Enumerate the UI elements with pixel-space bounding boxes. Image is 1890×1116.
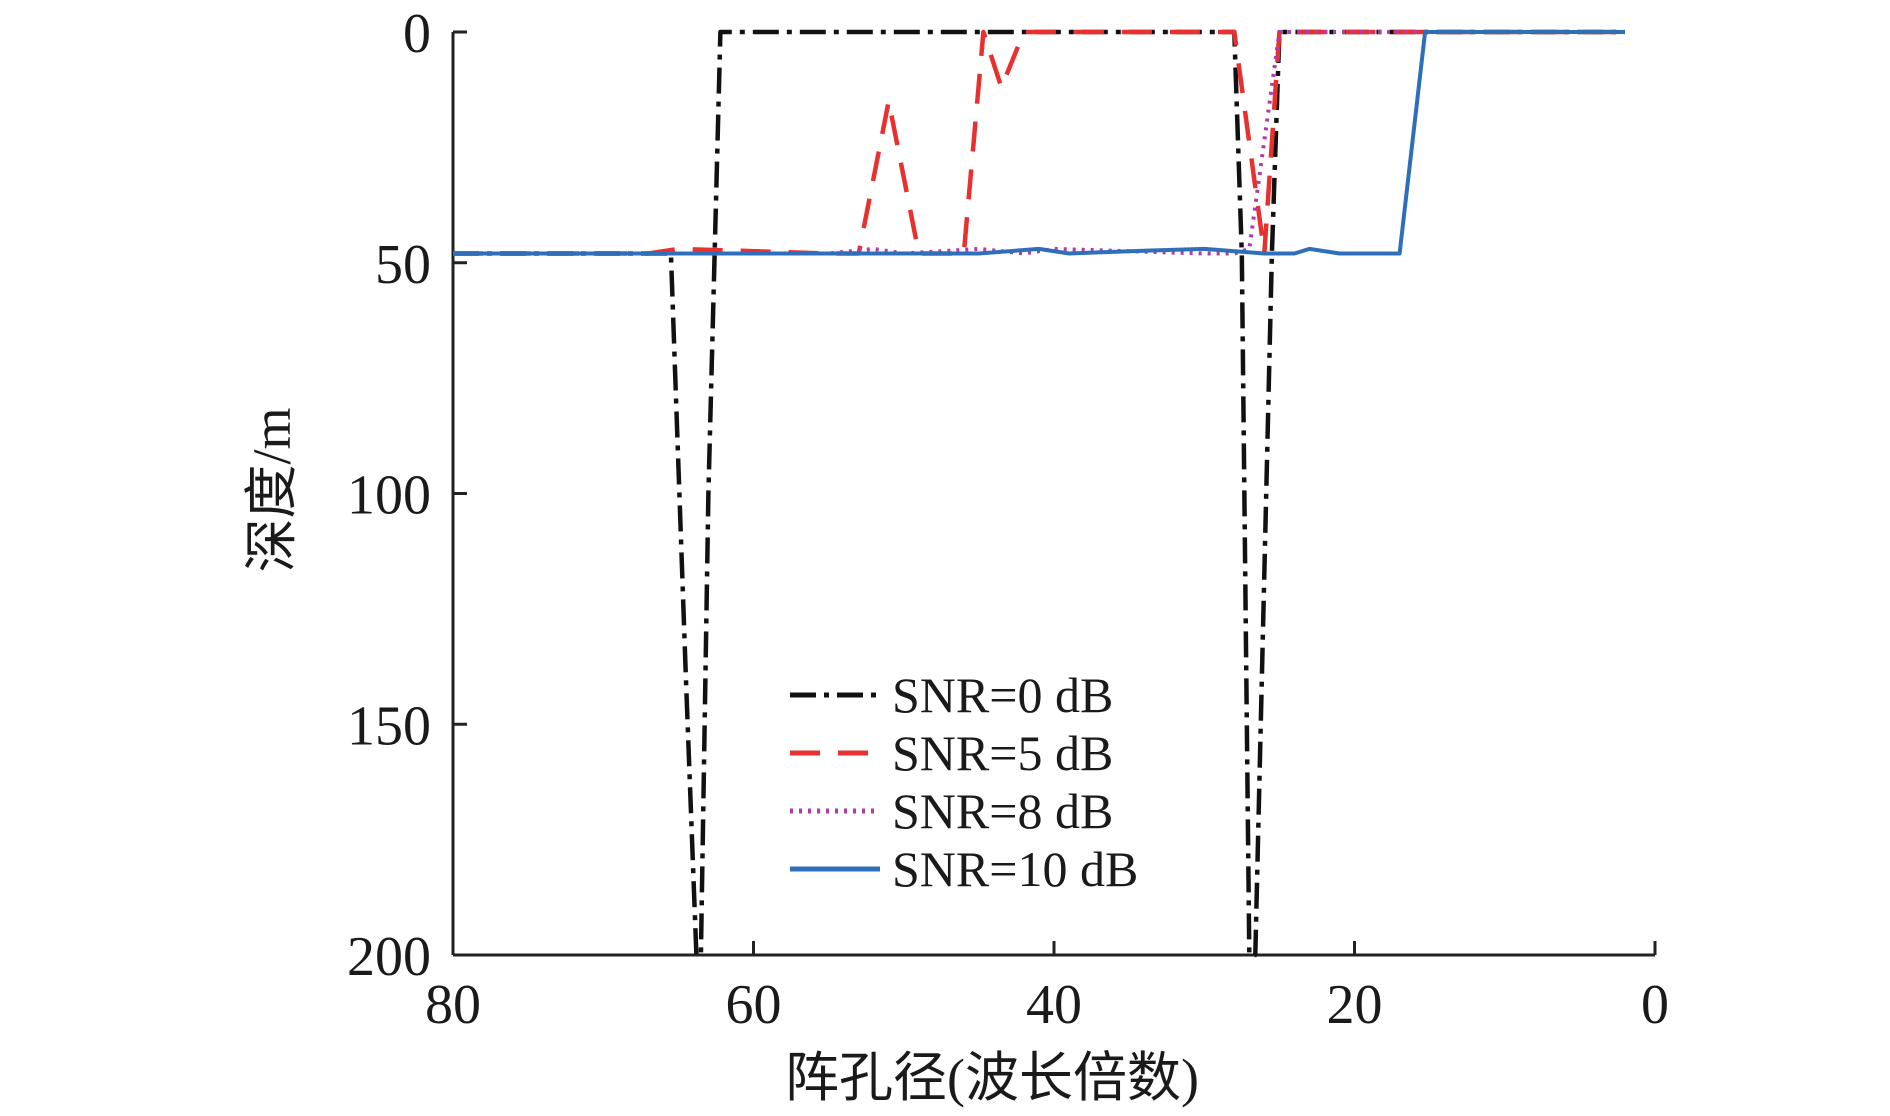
y-tick-label: 0 — [403, 3, 431, 65]
legend-label-3: SNR=8 dB — [892, 783, 1113, 839]
x-tick-label: 60 — [726, 974, 782, 1036]
series-line-1 — [453, 29, 1625, 958]
y-tick-label: 150 — [347, 695, 431, 757]
x-tick-label: 0 — [1641, 974, 1669, 1036]
y-tick-label: 50 — [375, 234, 431, 296]
series-line-2 — [453, 29, 1625, 256]
y-axis-title: 深度/m — [242, 407, 302, 572]
x-tick-label: 80 — [425, 974, 481, 1036]
legend-label-1: SNR=0 dB — [892, 667, 1113, 723]
series-lines — [453, 29, 1625, 958]
series-line-3 — [453, 30, 1625, 256]
y-tick-label: 100 — [347, 465, 431, 527]
x-axis-title: 阵孔径(波长倍数) — [785, 1048, 1199, 1108]
series-line-4 — [453, 30, 1625, 256]
legend-label-4: SNR=10 dB — [892, 841, 1138, 897]
y-tick-label: 200 — [347, 926, 431, 988]
x-tick-label: 40 — [1026, 974, 1082, 1036]
x-tick-label: 20 — [1327, 974, 1383, 1036]
legend-label-2: SNR=5 dB — [892, 725, 1113, 781]
